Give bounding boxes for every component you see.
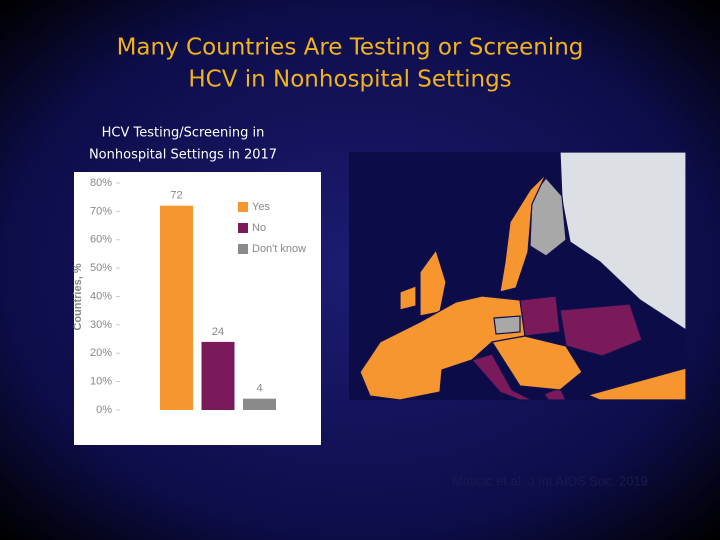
map-region — [559, 303, 643, 357]
map-region — [529, 177, 567, 257]
subtitle-line: HCV Testing/Screening in — [102, 126, 265, 141]
y-tick-label: 40% — [90, 290, 112, 302]
y-tick-label: 30% — [90, 319, 112, 331]
map-region — [499, 173, 547, 293]
y-tick-label: 0% — [96, 404, 112, 416]
bar — [201, 341, 235, 410]
value-label: 72 — [170, 190, 182, 202]
map-region — [419, 248, 447, 317]
map-region — [519, 295, 561, 337]
value-label: 4 — [256, 383, 262, 395]
map-region — [493, 315, 521, 335]
title-line: Many Countries Are Testing or Screening — [117, 35, 584, 61]
map-region — [491, 335, 583, 391]
legend-swatch — [238, 202, 248, 212]
y-tick-label: 60% — [90, 234, 112, 246]
y-tick-label: 20% — [90, 347, 112, 359]
legend-label: Don't know — [252, 243, 306, 255]
legend-label: No — [252, 222, 266, 234]
chart-panel — [74, 172, 321, 445]
y-tick-label: 10% — [90, 376, 112, 388]
y-tick-label: 50% — [90, 262, 112, 274]
source: Maticic et al. J Int AIDS Soc. 2019 — [452, 473, 648, 488]
map-region — [586, 367, 687, 401]
legend-swatch — [238, 223, 248, 233]
value-label: 24 — [212, 326, 224, 338]
bar — [160, 205, 193, 410]
title-line: HCV in Nonhospital Settings — [188, 67, 511, 93]
y-tick-label: 80% — [90, 177, 112, 189]
map-region — [359, 295, 526, 401]
europe-map — [349, 151, 687, 401]
legend-label: Yes — [252, 201, 270, 213]
subtitle-line: Nonhospital Settings in 2017 — [89, 148, 277, 163]
y-axis-title: Countries, % — [72, 263, 84, 330]
y-tick-label: 70% — [90, 205, 112, 217]
bar — [243, 398, 276, 410]
map-region — [399, 285, 417, 311]
map-region — [470, 353, 533, 401]
legend-swatch — [238, 244, 248, 254]
